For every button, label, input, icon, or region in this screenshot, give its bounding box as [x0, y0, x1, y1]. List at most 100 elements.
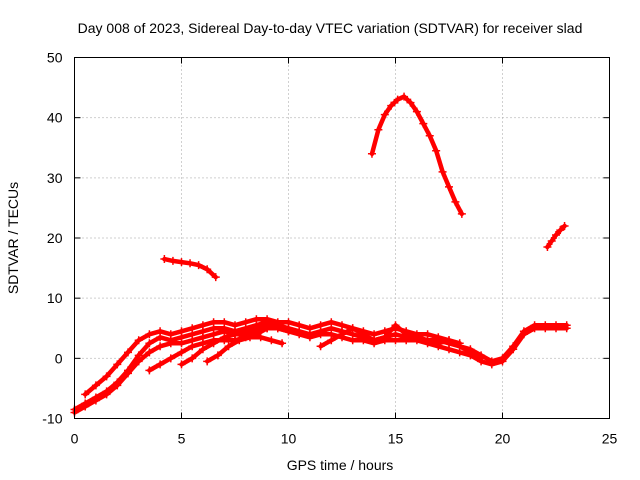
y-tick-label: 20	[47, 230, 63, 246]
data-point	[209, 318, 218, 327]
data-point	[434, 339, 443, 348]
data-point	[380, 110, 389, 119]
data-point	[359, 330, 368, 339]
data-point	[166, 330, 175, 339]
data-point	[552, 230, 560, 239]
x-tick-label: 15	[388, 431, 404, 447]
data-point	[231, 330, 239, 339]
y-tick-label: -10	[42, 411, 62, 427]
data-point	[391, 321, 400, 330]
data-point	[256, 333, 265, 342]
data-point	[425, 131, 434, 140]
data-point	[367, 149, 376, 158]
data-point	[224, 342, 233, 351]
data-point	[203, 357, 212, 366]
data-point	[541, 324, 550, 333]
data-point	[338, 321, 346, 330]
data-point	[145, 330, 154, 339]
data-point	[231, 321, 239, 330]
data-point	[370, 336, 379, 345]
data-point	[393, 95, 402, 104]
series-track-8	[160, 255, 220, 282]
data-point	[134, 336, 143, 345]
data-point	[252, 324, 261, 333]
data-point	[543, 243, 552, 252]
x-tick-label: 20	[495, 431, 511, 447]
data-point	[519, 330, 528, 339]
data-point	[455, 342, 464, 351]
data-point	[124, 369, 132, 378]
data-point	[391, 336, 400, 345]
data-point	[81, 390, 90, 399]
data-point	[267, 336, 276, 345]
data-point	[316, 321, 325, 330]
data-point	[412, 333, 421, 342]
data-point	[194, 261, 203, 270]
data-point	[91, 381, 100, 390]
data-point	[213, 351, 222, 360]
data-point	[252, 315, 261, 324]
data-point	[327, 318, 336, 327]
data-point	[177, 360, 186, 369]
data-point	[273, 324, 282, 333]
data-point	[547, 237, 556, 246]
chart-title: Day 008 of 2023, Sidereal Day-to-day VTE…	[78, 20, 583, 36]
data-point	[203, 265, 212, 274]
data-point	[552, 324, 560, 333]
data-point	[145, 348, 154, 357]
data-point	[477, 354, 486, 363]
data-point	[445, 336, 453, 345]
data-point	[198, 321, 207, 330]
data-point	[134, 357, 143, 366]
data-point	[177, 327, 186, 336]
series-layer	[70, 92, 571, 417]
data-point	[284, 327, 293, 336]
series-trace	[318, 322, 484, 361]
data-point	[186, 259, 195, 268]
data-point	[432, 146, 441, 155]
data-point	[466, 348, 475, 357]
data-point	[177, 339, 186, 348]
data-point	[166, 354, 175, 363]
data-point	[156, 342, 165, 351]
data-point	[188, 342, 197, 351]
y-axis-title: SDTVAR / TECUs	[5, 182, 21, 294]
y-tick-label: 0	[55, 350, 63, 366]
data-point	[560, 221, 569, 230]
data-point	[102, 390, 111, 399]
x-tick-label: 0	[71, 431, 79, 447]
data-point	[423, 336, 432, 345]
x-tick-label: 5	[178, 431, 186, 447]
data-point	[220, 318, 229, 327]
data-point	[451, 197, 460, 206]
y-tick-label: 50	[47, 50, 63, 66]
data-point	[113, 381, 122, 390]
data-point	[168, 256, 177, 265]
series-track-6	[203, 333, 287, 366]
data-point	[145, 339, 154, 348]
data-point	[177, 348, 186, 357]
data-point	[209, 339, 218, 348]
data-point	[562, 324, 571, 333]
y-tick-label: 10	[47, 290, 63, 306]
y-tick-label: 40	[47, 110, 63, 126]
data-point	[438, 167, 447, 176]
data-point	[374, 125, 383, 134]
data-point	[211, 273, 220, 282]
data-point	[380, 333, 389, 342]
data-point	[305, 324, 314, 333]
data-point	[284, 318, 293, 327]
data-point	[160, 255, 169, 264]
data-point	[316, 330, 325, 339]
data-point	[278, 339, 287, 348]
data-point	[406, 98, 415, 107]
data-point	[457, 209, 466, 218]
data-point	[419, 119, 428, 128]
data-point	[509, 345, 518, 354]
data-point	[402, 330, 411, 339]
data-point	[445, 182, 453, 191]
data-point	[198, 345, 207, 354]
data-point	[102, 372, 111, 381]
